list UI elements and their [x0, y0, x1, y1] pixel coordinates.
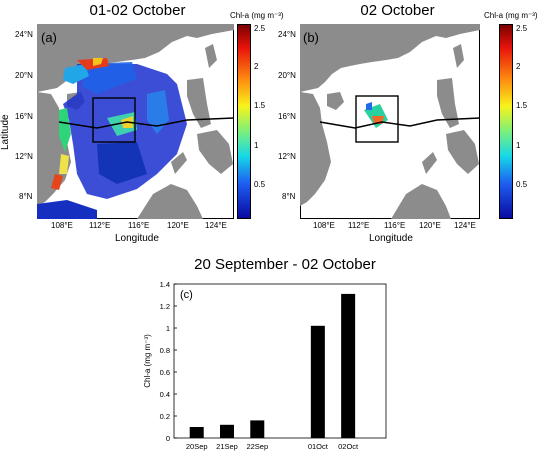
- panel-a-letter: (a): [41, 30, 57, 45]
- panel-a-xtick: 112°E: [89, 221, 111, 230]
- panel-a-cbtick: 2: [254, 62, 259, 71]
- panel-b-title: 02 October: [360, 2, 435, 19]
- panel-a-ytick: 16°N: [15, 112, 33, 121]
- panel-a-xlabel: Longitude: [115, 233, 159, 244]
- panel-b-cbtick: 1: [516, 141, 521, 150]
- land-palawan: [422, 152, 437, 174]
- panel-a-cbtick: 0.5: [254, 180, 266, 189]
- bar: [341, 293, 356, 438]
- y-tick-label: 1: [166, 324, 170, 333]
- panel-a-cbtick: 1: [254, 141, 259, 150]
- y-tick-label: 0.8: [160, 346, 170, 355]
- study-box: [355, 95, 399, 143]
- land-china: [37, 24, 234, 92]
- land-taiwan: [453, 44, 464, 68]
- y-tick-label: 1.4: [160, 280, 170, 289]
- y-axis-label: Chl-a (mg m⁻³): [143, 334, 152, 388]
- panel-b-xtick: 108°E: [313, 221, 335, 230]
- land-palawan: [171, 152, 187, 174]
- panel-a-cbtick: 2.5: [254, 24, 266, 33]
- storm-track: [319, 117, 480, 129]
- panel-a-cbtick: 1.5: [254, 101, 266, 110]
- bar: [220, 424, 234, 438]
- bar: [310, 325, 325, 438]
- y-tick-label: 0.2: [160, 412, 170, 421]
- panel-b-ytick: 24°N: [278, 30, 296, 39]
- land-hainan: [327, 92, 344, 110]
- panel-b-colorbar-title: Chl-a (mg m⁻³): [484, 11, 538, 20]
- panel-b-cbtick: 1.5: [516, 101, 528, 110]
- panel-a-title: 01-02 October: [89, 2, 186, 19]
- panel-a-xtick: 108°E: [51, 221, 73, 230]
- storm-track: [58, 117, 234, 129]
- panel-b-xtick: 112°E: [348, 221, 370, 230]
- x-tick-label: 01Oct: [308, 442, 329, 451]
- land-vietnam: [300, 92, 331, 206]
- land-borneo: [391, 184, 451, 219]
- panel-a-ytick: 8°N: [19, 192, 33, 201]
- panel-c-title: 20 September - 02 October: [194, 256, 376, 273]
- y-tick-label: 1.2: [160, 302, 170, 311]
- x-tick-label: 02Oct: [338, 442, 359, 451]
- panel-a-ytick: 12°N: [15, 152, 33, 161]
- panel-a-ylabel: Latitude: [0, 114, 11, 150]
- panel-c-letter: (c): [180, 289, 193, 301]
- panel-b-ytick: 8°N: [282, 192, 296, 201]
- y-tick-label: 0.4: [160, 390, 170, 399]
- panel-b-xtick: 120°E: [419, 221, 441, 230]
- land-visayas: [197, 130, 233, 174]
- land-taiwan: [205, 44, 217, 68]
- bar: [189, 427, 204, 438]
- land-luzon: [437, 78, 459, 128]
- panel-b-ytick: 12°N: [278, 152, 296, 161]
- panel-b-xtick: 124°E: [454, 221, 476, 230]
- panel-b-cbtick: 2: [516, 62, 521, 71]
- panel-b-colorbar: [499, 24, 513, 219]
- panel-a-xtick: 120°E: [167, 221, 189, 230]
- x-tick-label: 20Sep: [186, 442, 208, 451]
- plot-frame: [173, 283, 387, 439]
- x-tick-label: 22Sep: [246, 442, 268, 451]
- panel-a-colorbar: [237, 24, 251, 219]
- panel-a-ytick: 20°N: [15, 71, 33, 80]
- panel-b-letter: (b): [303, 30, 319, 45]
- panel-b-map: [300, 24, 480, 219]
- panel-a-map: [37, 24, 234, 219]
- land-china: [300, 24, 480, 92]
- panel-b-cbtick: 2.5: [516, 24, 528, 33]
- y-tick-label: 0: [166, 434, 170, 443]
- panel-b-xlabel: Longitude: [369, 233, 413, 244]
- study-box: [92, 97, 136, 143]
- panel-b-cbtick: 0.5: [516, 180, 528, 189]
- panel-b-ytick: 16°N: [278, 112, 296, 121]
- land-visayas: [446, 130, 479, 174]
- y-tick-label: 0.6: [160, 368, 170, 377]
- land-borneo: [137, 184, 203, 219]
- panel-a-ytick: 24°N: [15, 30, 33, 39]
- x-tick-label: 21Sep: [216, 442, 238, 451]
- panel-b-xtick: 116°E: [384, 221, 406, 230]
- panel-a-xtick: 124°E: [205, 221, 227, 230]
- panel-a-xtick: 116°E: [128, 221, 150, 230]
- bar: [250, 420, 265, 438]
- panel-c-chart: 0 0.2 0.4 0.6 0.8 1 1.2 1.4 20Sep 21Sep 22Sep 01Oct…: [143, 280, 387, 451]
- panel-a-colorbar-title: Chl-a (mg m⁻³): [230, 11, 284, 20]
- land-luzon: [187, 78, 211, 128]
- panel-b-ytick: 20°N: [278, 71, 296, 80]
